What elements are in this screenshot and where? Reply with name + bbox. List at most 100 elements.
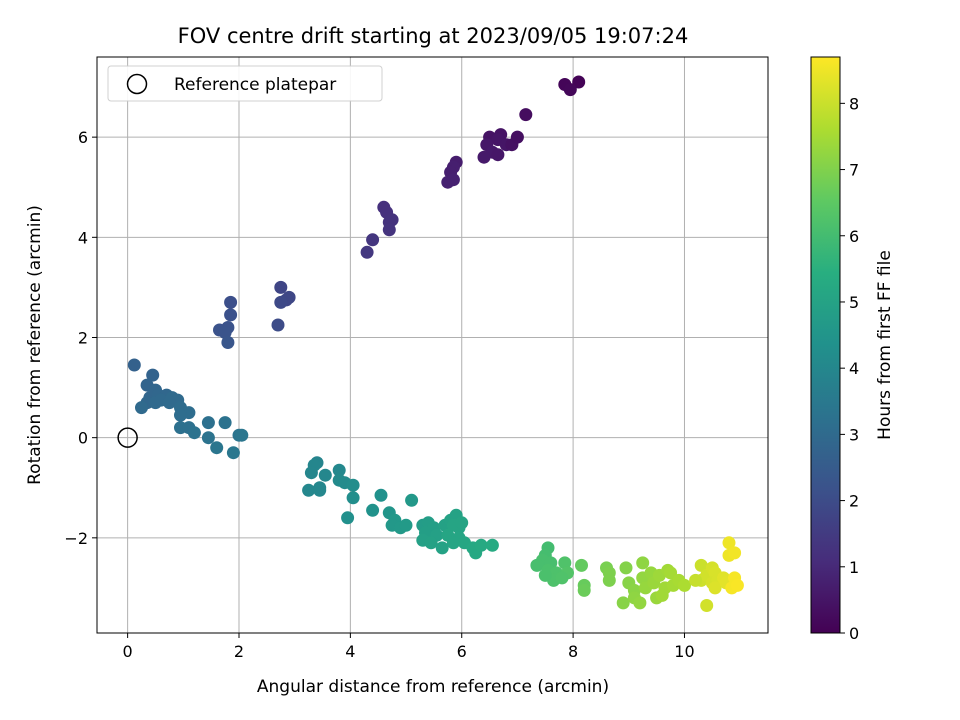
data-point bbox=[575, 558, 588, 572]
plot-area: 0 2 4 6 8 10 −2 0 2 4 6 bbox=[64, 56, 769, 661]
legend: Reference platepar bbox=[107, 65, 383, 102]
data-point bbox=[619, 561, 633, 575]
data-point bbox=[226, 446, 240, 460]
data-point bbox=[474, 538, 488, 552]
y-tick-label: 0 bbox=[78, 429, 88, 448]
data-point bbox=[405, 493, 419, 507]
data-point bbox=[162, 396, 176, 410]
x-tick-label: 6 bbox=[457, 642, 467, 661]
colorbar-tick-label: 8 bbox=[849, 94, 859, 113]
data-point bbox=[655, 588, 669, 602]
data-point bbox=[730, 578, 744, 592]
data-point bbox=[424, 536, 438, 550]
data-point bbox=[708, 581, 722, 595]
data-point bbox=[700, 599, 714, 612]
data-point bbox=[302, 483, 316, 497]
data-point bbox=[374, 488, 388, 502]
data-point bbox=[491, 148, 505, 162]
data-point bbox=[455, 516, 469, 530]
data-point bbox=[477, 150, 491, 164]
data-point bbox=[446, 173, 460, 187]
x-axis-ticks: 0 2 4 6 8 10 bbox=[123, 633, 695, 661]
data-point bbox=[558, 556, 572, 570]
x-tick-label: 2 bbox=[234, 642, 244, 661]
colorbar-gradient bbox=[810, 56, 841, 634]
data-point bbox=[346, 478, 360, 492]
data-point bbox=[235, 428, 249, 442]
data-point bbox=[146, 368, 160, 382]
legend-marker-icon bbox=[126, 73, 148, 95]
data-point bbox=[538, 568, 552, 582]
colorbar-label: Hours from first FF file bbox=[875, 250, 895, 440]
data-point bbox=[341, 511, 355, 525]
colorbar-tick-label: 1 bbox=[849, 558, 859, 577]
data-point bbox=[271, 318, 285, 332]
data-point bbox=[304, 466, 318, 480]
colorbar-tick-label: 4 bbox=[849, 359, 859, 378]
data-point bbox=[510, 130, 524, 144]
data-point bbox=[446, 536, 460, 550]
legend-box bbox=[107, 65, 383, 102]
data-point bbox=[274, 295, 288, 309]
colorbar-tick-label: 0 bbox=[849, 624, 859, 643]
data-point bbox=[519, 108, 533, 122]
data-point bbox=[332, 463, 346, 477]
data-point bbox=[485, 538, 499, 552]
data-point bbox=[318, 468, 332, 482]
y-axis-ticks: −2 0 2 4 6 bbox=[64, 128, 97, 548]
data-point bbox=[201, 431, 215, 445]
data-point bbox=[678, 578, 691, 592]
data-point bbox=[664, 566, 678, 580]
data-point bbox=[555, 571, 569, 585]
data-point bbox=[563, 83, 577, 97]
data-point bbox=[187, 426, 201, 440]
data-point bbox=[201, 416, 215, 430]
data-point bbox=[366, 233, 380, 247]
data-point bbox=[694, 558, 708, 572]
data-point bbox=[174, 408, 187, 422]
data-point bbox=[382, 223, 396, 237]
data-point bbox=[360, 245, 374, 259]
data-point bbox=[218, 416, 232, 430]
x-axis-label: Angular distance from reference (arcmin) bbox=[257, 677, 609, 697]
data-point bbox=[385, 213, 399, 227]
legend-entry-reference: Reference platepar bbox=[174, 75, 336, 95]
colorbar: 0 1 2 3 4 5 6 7 8 Hours from first FF file bbox=[810, 56, 895, 643]
data-point bbox=[616, 596, 630, 610]
data-point bbox=[135, 401, 148, 415]
colorbar-tick-label: 3 bbox=[849, 425, 859, 444]
data-point bbox=[572, 75, 586, 89]
data-point bbox=[224, 295, 238, 309]
reference-platepar-marker bbox=[117, 427, 138, 448]
data-point bbox=[218, 326, 232, 339]
colorbar-tick-label: 7 bbox=[849, 161, 859, 180]
data-point bbox=[346, 491, 360, 505]
data-point bbox=[366, 503, 380, 517]
data-point bbox=[577, 583, 591, 597]
x-tick-label: 10 bbox=[674, 642, 694, 661]
y-tick-label: −2 bbox=[64, 529, 88, 548]
data-point bbox=[127, 358, 141, 372]
data-point bbox=[633, 596, 647, 610]
data-point bbox=[221, 336, 235, 349]
data-point bbox=[399, 518, 413, 532]
colorbar-ticks: 0 1 2 3 4 5 6 7 8 bbox=[840, 94, 859, 643]
x-tick-label: 4 bbox=[345, 642, 355, 661]
colorbar-tick-label: 2 bbox=[849, 492, 859, 511]
data-point bbox=[530, 558, 544, 572]
plot-frame bbox=[96, 56, 769, 634]
data-point bbox=[435, 541, 449, 555]
data-point bbox=[224, 308, 238, 322]
data-point bbox=[636, 556, 650, 570]
y-tick-label: 2 bbox=[78, 328, 88, 347]
colorbar-tick-label: 6 bbox=[849, 227, 859, 246]
data-point bbox=[722, 536, 736, 550]
y-tick-label: 4 bbox=[78, 228, 88, 247]
colorbar-tick-label: 5 bbox=[849, 293, 859, 312]
data-point bbox=[210, 441, 224, 455]
x-tick-label: 8 bbox=[568, 642, 578, 661]
y-axis-label: Rotation from reference (arcmin) bbox=[25, 205, 45, 485]
chart-title: FOV centre drift starting at 2023/09/05 … bbox=[178, 24, 689, 48]
data-point bbox=[728, 546, 742, 560]
